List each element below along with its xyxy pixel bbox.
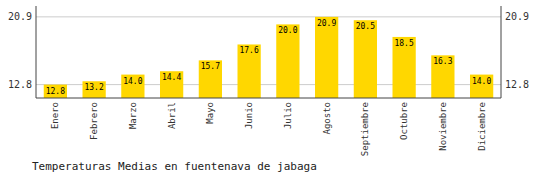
bar	[160, 71, 183, 98]
chart-container: 12.8 13.2 14.0 14.4 15.7 17.6 20.0 20.9 20.5 18.5…	[0, 0, 537, 174]
y-tick-label: 12.8	[8, 79, 32, 90]
bar	[83, 81, 106, 98]
x-tick-label: Julio	[283, 102, 293, 129]
data-label: 12.8	[46, 87, 65, 96]
data-label: 16.3	[433, 57, 452, 66]
y-axis-line	[36, 6, 37, 98]
data-label: 20.5	[356, 22, 375, 31]
x-tick-label: Abril	[167, 102, 177, 129]
x-tick-label: Mayo	[205, 102, 215, 124]
bar	[393, 37, 416, 98]
x-tick-label: Marzo	[128, 102, 138, 129]
data-label: 15.7	[201, 62, 220, 71]
data-label: 14.0	[472, 77, 491, 86]
x-tick-label: Enero	[50, 102, 60, 129]
data-label: 20.9	[317, 19, 336, 28]
x-tick-label: Diciembre	[477, 102, 487, 151]
data-label: 14.0	[123, 77, 142, 86]
bar	[315, 17, 338, 98]
y2-axis-line	[501, 6, 502, 98]
bar	[238, 44, 261, 98]
data-label: 17.6	[239, 46, 258, 55]
data-label: 13.2	[84, 83, 103, 92]
y-tick-label: 20.9	[8, 11, 32, 22]
bar	[354, 20, 377, 98]
bar	[470, 75, 493, 98]
x-tick-label: Octubre	[399, 102, 409, 140]
x-tick-label: Junio	[244, 102, 254, 129]
x-tick-label: Agosto	[322, 102, 332, 135]
bar	[431, 55, 454, 98]
title: Temperaturas Medias en fuentenava de jab…	[32, 160, 317, 173]
x-tick-label: Septiembre	[360, 102, 370, 156]
bar	[121, 75, 144, 98]
bar	[44, 85, 67, 98]
bar	[276, 24, 299, 98]
y2-tick-label: 20.9	[505, 11, 529, 22]
x-tick-label: Febrero	[89, 102, 99, 140]
grid-line	[36, 16, 501, 17]
bar	[199, 60, 222, 98]
data-label: 18.5	[394, 39, 413, 48]
chart: 12.8 13.2 14.0 14.4 15.7 17.6 20.0 20.9 20.5 18.5…	[0, 0, 537, 174]
data-label: 14.4	[162, 73, 181, 82]
bars	[44, 17, 494, 98]
x-tick-label: Noviembre	[438, 102, 448, 151]
data-label: 20.0	[278, 26, 297, 35]
x-axis-line	[36, 98, 501, 99]
y2-tick-label: 12.8	[505, 79, 529, 90]
